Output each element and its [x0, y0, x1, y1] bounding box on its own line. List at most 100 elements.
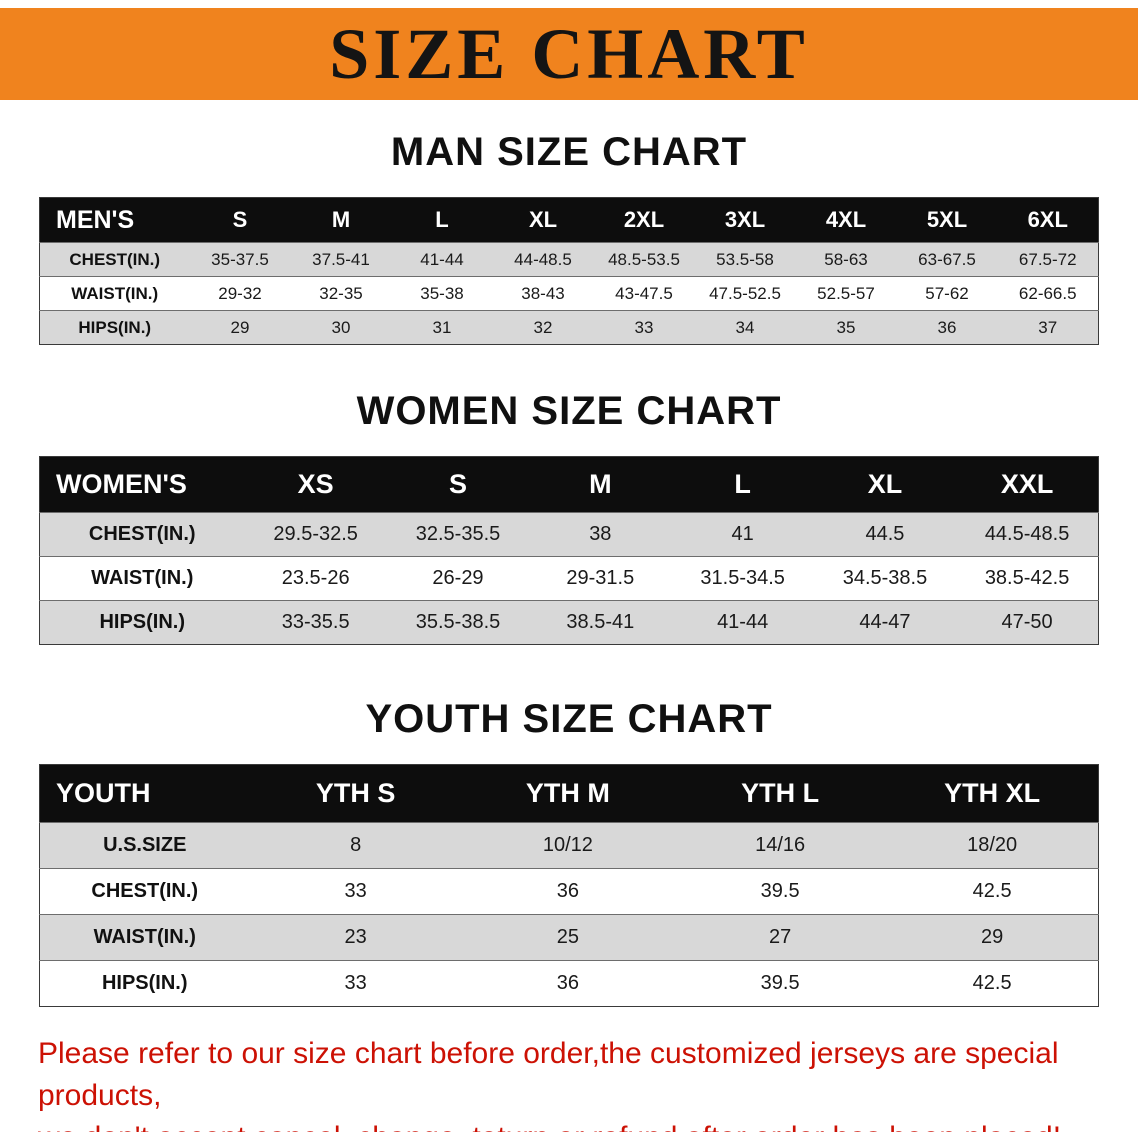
measurement-value-cell: 29-32 [218, 283, 262, 303]
measurement-value-cell: 25 [556, 926, 579, 948]
row-label-cell: HIPS(IN.) [101, 972, 188, 994]
measurement-row: WAIST(IN.) 29-32 32-35 35-38 38-43 43-47.5 47.… [39, 276, 1099, 311]
size-column-header: YTH XL [886, 764, 1099, 823]
measurement-value-cell: 10/12 [542, 834, 593, 856]
youth-size-table: YOUTH YTH S YTH M YTH L YTH XL U.S.SIZE 8 10/12… [39, 764, 1099, 1007]
measurement-value-cell: 18/20 [967, 834, 1018, 856]
disclaimer-line-1: Please refer to our size chart before or… [38, 1037, 1059, 1112]
measurement-value-cell: 44-47 [859, 611, 911, 633]
measurement-value-cell: 23 [344, 926, 367, 948]
size-column-header: XL [813, 456, 957, 513]
size-column-header: XS [244, 456, 387, 513]
measurement-value-cell: 34 [735, 317, 755, 337]
measurement-value-cell: 36 [937, 317, 957, 337]
measurement-value-cell: 36 [556, 972, 579, 994]
row-label-cell: HIPS(IN.) [78, 317, 152, 337]
size-column-header: M [290, 197, 392, 243]
size-column-header: 2XL [593, 197, 695, 243]
measurement-value-cell: 35-37.5 [211, 249, 269, 269]
measurement-value-cell: 63-67.5 [918, 249, 976, 269]
size-column-header: L [391, 197, 493, 243]
size-column-header: YTH L [674, 764, 887, 823]
size-column-header: YTH S [249, 764, 462, 823]
row-label-cell: WAIST(IN.) [71, 283, 159, 303]
measurement-value-cell: 29.5-32.5 [273, 523, 358, 545]
measurement-value-cell: 31 [432, 317, 452, 337]
measurement-value-cell: 52.5-57 [817, 283, 875, 303]
measurement-value-cell: 14/16 [755, 834, 806, 856]
measurement-value-cell: 32-35 [319, 283, 363, 303]
size-column-header: S [386, 456, 530, 513]
size-column-header: M [529, 456, 672, 513]
row-label-cell: WAIST(IN.) [91, 567, 194, 589]
measurement-value-cell: 41-44 [420, 249, 464, 269]
measurement-value-cell: 8 [350, 834, 362, 856]
measurement-value-cell: 31.5-34.5 [700, 567, 785, 589]
measurement-value-cell: 35-38 [420, 283, 464, 303]
measurement-row: WAIST(IN.) 23.5-26 26-29 29-31.5 31.5-34.5 34… [39, 556, 1099, 601]
banner: SIZE CHART [0, 8, 1138, 100]
measurement-value-cell: 26-29 [432, 567, 484, 589]
measurement-row: HIPS(IN.) 33 36 39.5 42.5 [39, 960, 1099, 1007]
disclaimer-line-2: we don't accept cancel, change, teturn o… [38, 1117, 1100, 1132]
measurement-value-cell: 27 [769, 926, 792, 948]
measurement-value-cell: 37.5-41 [312, 249, 370, 269]
measurement-value-cell: 33 [344, 880, 367, 902]
measurement-value-cell: 33 [634, 317, 654, 337]
size-column-header: 6XL [997, 197, 1099, 243]
size-column-header: 3XL [694, 197, 796, 243]
measurement-value-cell: 29 [230, 317, 250, 337]
table-header-row: WOMEN'S XS S M L XL XXL [39, 456, 1099, 513]
measurement-value-cell: 39.5 [760, 880, 800, 902]
measurement-row: HIPS(IN.) 29 30 31 32 33 34 35 36 37 [39, 310, 1099, 345]
measurement-value-cell: 62-66.5 [1018, 283, 1077, 303]
measurement-value-cell: 53.5-58 [716, 249, 774, 269]
men-size-table: MEN'S S M L XL 2XL 3XL 4XL 5XL 6XL CHEST(IN.) 35-37… [39, 197, 1099, 345]
row-label-cell: WAIST(IN.) [93, 926, 196, 948]
measurement-value-cell: 47.5-52.5 [709, 283, 781, 303]
table-title-cell: MEN'S [39, 197, 190, 243]
row-label-cell: U.S.SIZE [103, 834, 187, 856]
measurement-value-cell: 37 [1038, 317, 1058, 337]
size-column-header: S [189, 197, 291, 243]
measurement-value-cell: 47-50 [1001, 611, 1053, 633]
measurement-row: CHEST(IN.) 35-37.5 37.5-41 41-44 44-48.5 48.5… [39, 242, 1099, 277]
measurement-value-cell: 44.5 [865, 523, 905, 545]
women-size-table: WOMEN'S XS S M L XL XXL CHEST(IN.) 29.5-32.5 32.5… [39, 456, 1099, 645]
measurement-value-cell: 39.5 [760, 972, 800, 994]
measurement-value-cell: 44-48.5 [514, 249, 572, 269]
measurement-value-cell: 32.5-35.5 [415, 523, 501, 545]
men-size-section: MAN SIZE CHART MEN'S S M L XL 2XL 3XL 4XL 5XL 6XL… [0, 130, 1138, 345]
measurement-value-cell: 34.5-38.5 [842, 567, 928, 589]
page-title: SIZE CHART [329, 13, 809, 94]
measurement-value-cell: 44.5-48.5 [984, 523, 1070, 545]
row-label-cell: HIPS(IN.) [99, 611, 186, 633]
size-column-header: 4XL [795, 197, 897, 243]
measurement-value-cell: 30 [331, 317, 351, 337]
measurement-value-cell: 35 [836, 317, 856, 337]
measurement-value-cell: 57-62 [925, 283, 969, 303]
measurement-value-cell: 41-44 [717, 611, 769, 633]
measurement-value-cell: 38-43 [521, 283, 565, 303]
size-column-header: 5XL [896, 197, 998, 243]
size-column-header: YTH M [461, 764, 674, 823]
youth-section-heading: YOUTH SIZE CHART [365, 697, 773, 741]
measurement-value-cell: 33 [344, 972, 367, 994]
measurement-row: CHEST(IN.) 29.5-32.5 32.5-35.5 38 41 44.5 44.5… [39, 512, 1099, 557]
men-section-heading: MAN SIZE CHART [390, 130, 748, 174]
measurement-row: CHEST(IN.) 33 36 39.5 42.5 [39, 868, 1099, 915]
measurement-value-cell: 23.5-26 [281, 567, 350, 589]
table-header-row: MEN'S S M L XL 2XL 3XL 4XL 5XL 6XL [39, 197, 1099, 243]
measurement-value-cell: 38 [589, 523, 612, 545]
measurement-value-cell: 58-63 [824, 249, 868, 269]
measurement-value-cell: 42.5 [972, 880, 1012, 902]
measurement-value-cell: 32 [533, 317, 553, 337]
measurement-value-cell: 48.5-53.5 [608, 249, 680, 269]
measurement-value-cell: 35.5-38.5 [415, 611, 501, 633]
measurement-value-cell: 67.5-72 [1018, 249, 1077, 269]
measurement-value-cell: 29 [981, 926, 1004, 948]
measurement-row: U.S.SIZE 8 10/12 14/16 18/20 [39, 822, 1099, 869]
women-size-section: WOMEN SIZE CHART WOMEN'S XS S M L XL XXL CHEST(… [0, 389, 1138, 645]
measurement-value-cell: 42.5 [972, 972, 1012, 994]
size-column-header: XXL [956, 456, 1099, 513]
